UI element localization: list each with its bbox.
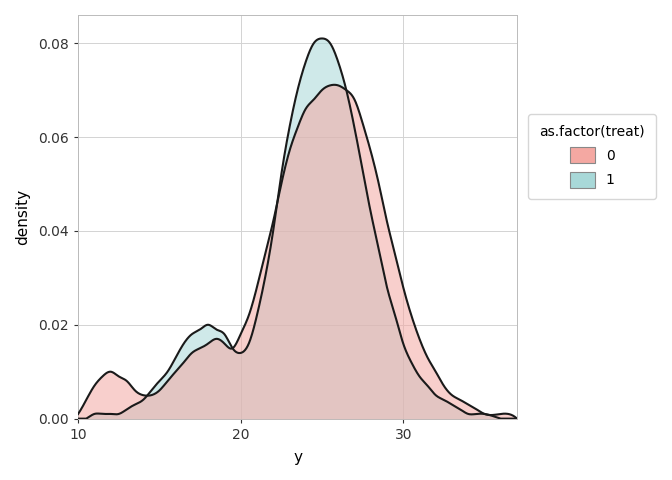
Y-axis label: density: density <box>15 189 30 245</box>
X-axis label: y: y <box>293 450 302 465</box>
Legend: 0, 1: 0, 1 <box>528 114 656 199</box>
